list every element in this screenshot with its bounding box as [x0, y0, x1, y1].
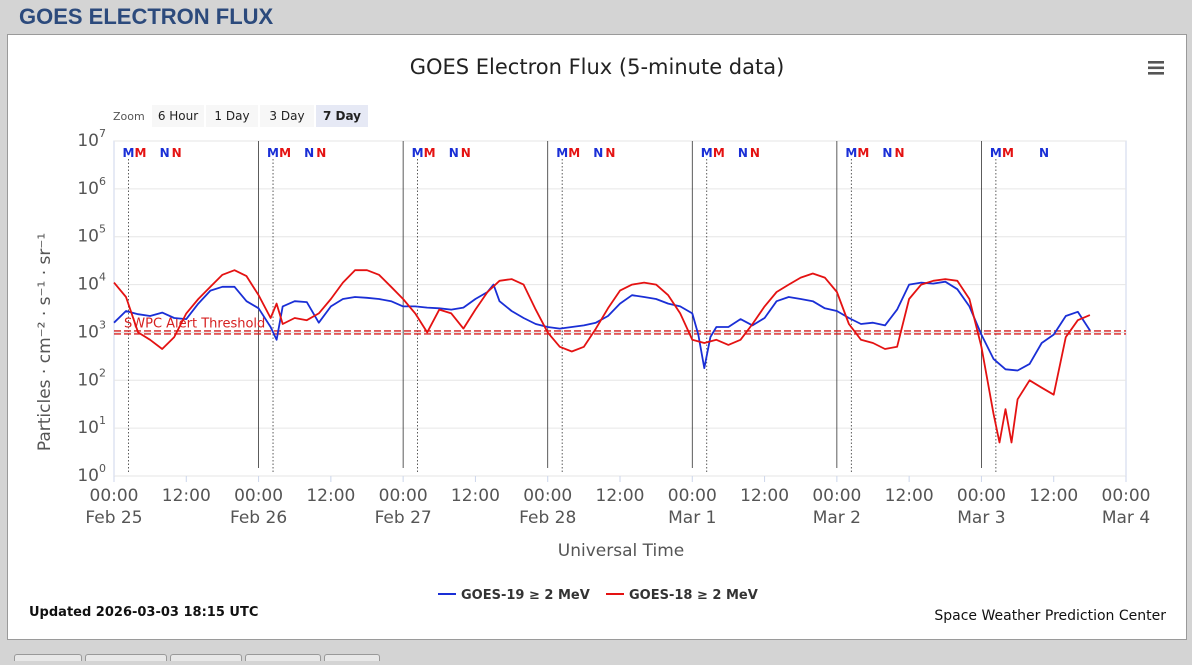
marker-m: M	[845, 146, 857, 160]
tab[interactable]	[170, 654, 242, 661]
x-tick-date: Mar 2	[813, 508, 861, 528]
x-tick-time: 00:00	[234, 486, 283, 506]
marker-n: N	[304, 146, 314, 160]
marker-n: N	[593, 146, 603, 160]
marker-n: N	[1039, 146, 1049, 160]
x-tick-time: 00:00	[1102, 486, 1151, 506]
marker-m: M	[122, 146, 134, 160]
x-axis-label: Universal Time	[558, 541, 684, 561]
x-tick-time: 12:00	[1029, 486, 1078, 506]
page-title: GOES ELECTRON FLUX	[19, 4, 274, 29]
zoom-button-3-day[interactable]: 3 Day	[260, 105, 314, 127]
zoom-button-7-day[interactable]: 7 Day	[316, 105, 368, 127]
marker-n: N	[160, 146, 170, 160]
marker-m: M	[279, 146, 291, 160]
y-tick-label: 101	[77, 414, 106, 438]
tab[interactable]	[85, 654, 167, 661]
x-tick-time: 00:00	[523, 486, 572, 506]
legend: GOES-19 ≥ 2 MeV GOES-18 ≥ 2 MeV	[438, 588, 758, 603]
y-axis-label: Particles · cm⁻² · s⁻¹ · sr⁻¹	[35, 233, 55, 451]
x-tick-date: Feb 26	[230, 508, 287, 528]
marker-m: M	[990, 146, 1002, 160]
marker-m: M	[1002, 146, 1014, 160]
updated-text: Updated 2026-03-03 18:15 UTC	[29, 605, 258, 620]
marker-n: N	[882, 146, 892, 160]
x-tick-time: 12:00	[451, 486, 500, 506]
x-tick-date: Mar 4	[1102, 508, 1150, 528]
day-lines	[258, 141, 982, 468]
series-line-goes18	[113, 269, 1091, 444]
marker-n: N	[894, 146, 904, 160]
marker-m: M	[556, 146, 568, 160]
zoom-buttons: 6 Hour 1 Day 3 Day 7 Day	[152, 105, 368, 127]
marker-m: M	[267, 146, 279, 160]
marker-m: M	[424, 146, 436, 160]
y-tick-label: 102	[77, 366, 106, 390]
x-tick-date: Feb 28	[519, 508, 576, 528]
zoom-button-label: 1 Day	[214, 109, 249, 123]
series	[113, 269, 1091, 444]
x-tick-time: 00:00	[379, 486, 428, 506]
x-tick-time: 12:00	[885, 486, 934, 506]
chart-panel: GOES Electron Flux (5-minute data) Zoom …	[7, 34, 1187, 640]
y-tick-label: 100	[77, 462, 106, 486]
x-tick-time: 12:00	[162, 486, 211, 506]
y-tick-label: 106	[77, 175, 106, 199]
x-tick-date: Feb 25	[85, 508, 142, 528]
marker-n: N	[449, 146, 459, 160]
bottom-tab-strip	[14, 646, 414, 661]
x-tick-date: Feb 27	[375, 508, 432, 528]
zoom-button-label: 3 Day	[269, 109, 304, 123]
legend-label: GOES-19 ≥ 2 MeV	[461, 588, 590, 603]
marker-n: N	[461, 146, 471, 160]
marker-m: M	[135, 146, 147, 160]
x-tick-date: Mar 3	[957, 508, 1005, 528]
zoom-button-label: 7 Day	[323, 109, 361, 123]
y-tick-label: 105	[77, 223, 106, 247]
marker-n: N	[750, 146, 760, 160]
credit-text: Space Weather Prediction Center	[934, 608, 1166, 624]
tab[interactable]	[245, 654, 321, 661]
tab[interactable]	[324, 654, 380, 661]
x-tick-time: 12:00	[306, 486, 355, 506]
marker-m: M	[701, 146, 713, 160]
x-tick-time: 00:00	[668, 486, 717, 506]
marker-n: N	[316, 146, 326, 160]
x-tick-time: 12:00	[596, 486, 645, 506]
x-tick-date: Mar 1	[668, 508, 716, 528]
y-tick-label: 104	[77, 271, 106, 295]
threshold-label: SWPC Alert Threshold	[124, 316, 265, 331]
marker-n: N	[605, 146, 615, 160]
marker-m: M	[713, 146, 725, 160]
page-header: GOES ELECTRON FLUX	[0, 0, 1192, 34]
zoom-button-6-hour[interactable]: 6 Hour	[152, 105, 204, 127]
legend-item[interactable]: GOES-18 ≥ 2 MeV	[606, 588, 758, 603]
tab[interactable]	[14, 654, 82, 661]
marker-n: N	[172, 146, 182, 160]
threshold: SWPC Alert Threshold	[114, 316, 1126, 335]
chart-svg: GOES Electron Flux (5-minute data) Zoom …	[29, 55, 1166, 624]
x-tick-time: 00:00	[812, 486, 861, 506]
marker-m: M	[412, 146, 424, 160]
y-axis-ticks: 100 101 102 103 104 105 106 107	[77, 127, 106, 486]
x-tick-time: 12:00	[740, 486, 789, 506]
marker-m: M	[568, 146, 580, 160]
x-tick-time: 00:00	[957, 486, 1006, 506]
menu-icon[interactable]	[1148, 61, 1164, 75]
marker-m: M	[857, 146, 869, 160]
x-tick-time: 00:00	[90, 486, 139, 506]
chart-title: GOES Electron Flux (5-minute data)	[410, 55, 785, 79]
grid	[114, 140, 1126, 477]
zoom-button-1-day[interactable]: 1 Day	[206, 105, 258, 127]
legend-label: GOES-18 ≥ 2 MeV	[629, 588, 758, 603]
zoom-label: Zoom	[113, 110, 145, 123]
legend-item[interactable]: GOES-19 ≥ 2 MeV	[438, 588, 590, 603]
marker-n: N	[738, 146, 748, 160]
zoom-button-label: 6 Hour	[158, 109, 198, 123]
y-tick-label: 107	[77, 127, 106, 151]
y-tick-label: 103	[77, 318, 106, 342]
